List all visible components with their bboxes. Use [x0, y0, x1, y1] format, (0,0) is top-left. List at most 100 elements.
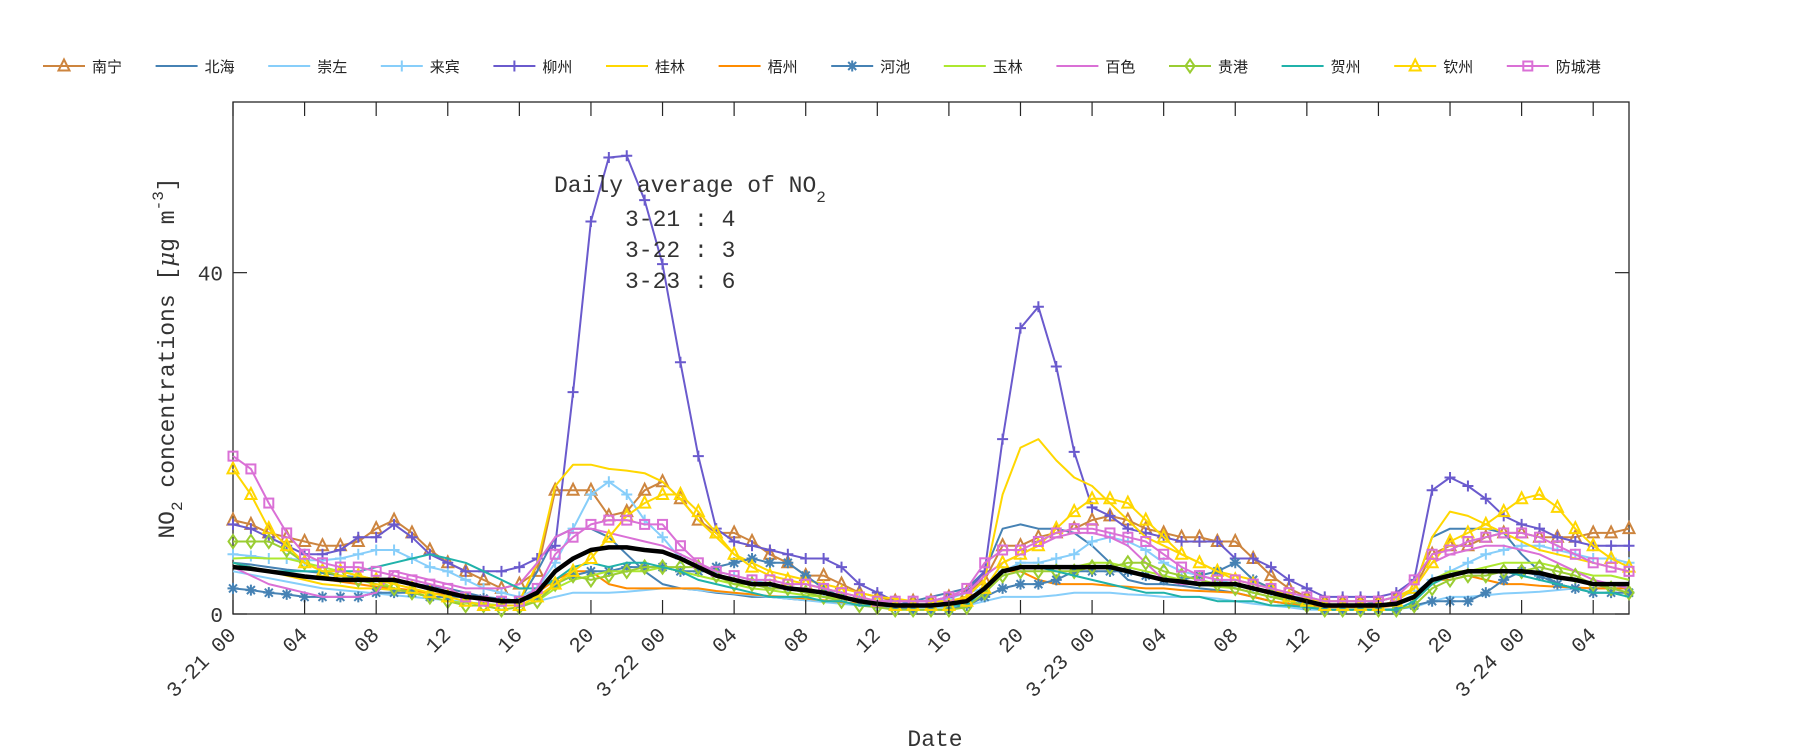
x-tick-label: 20 [995, 625, 1029, 659]
plus-marker [1569, 535, 1581, 547]
triangle-marker [476, 596, 491, 611]
triangle-marker [386, 575, 402, 590]
triangle-marker [548, 575, 563, 590]
triangle-marker [709, 524, 724, 539]
asterisk-marker [1086, 565, 1098, 577]
diamond-marker [388, 580, 400, 597]
legend-item-玉林: 玉林 [943, 58, 1023, 76]
plus-marker [800, 553, 812, 565]
diamond-marker [638, 558, 651, 576]
annotation-line-2: 3-22 : 3 [625, 238, 735, 264]
plus-marker [1247, 553, 1259, 565]
plus-marker [352, 531, 364, 543]
plus-marker [460, 565, 472, 577]
plus-marker [639, 194, 651, 206]
legend-item-桂林: 桂林 [606, 58, 685, 76]
triangle-marker [494, 596, 509, 611]
x-tick-label: 04 [1568, 625, 1602, 659]
triangle-marker [56, 57, 72, 72]
plus-marker [621, 150, 633, 162]
legend-item-梧州: 梧州 [718, 58, 798, 76]
plus-marker [1068, 548, 1080, 560]
x-tick-label: 3-22 00 [593, 625, 672, 704]
plus-marker [227, 518, 239, 530]
legend-label: 百色 [1105, 58, 1135, 76]
triangle-marker [1550, 498, 1565, 513]
diamond-marker [495, 601, 508, 618]
triangle-marker [744, 558, 760, 573]
legend-label: 河池 [880, 58, 910, 76]
asterisk-marker [281, 588, 293, 600]
x-tick-label: 20 [566, 625, 600, 659]
triangle-marker [583, 549, 599, 565]
legend-label: 梧州 [768, 58, 798, 76]
square-marker [585, 518, 597, 530]
square-marker [1516, 527, 1528, 539]
square-marker [1122, 531, 1134, 543]
triangle-marker [1586, 536, 1601, 552]
plus-marker [1086, 535, 1098, 547]
square-marker [316, 557, 328, 569]
legend-item-南宁: 南宁 [43, 57, 122, 76]
diamond-marker [603, 567, 615, 584]
square-marker [1086, 523, 1098, 535]
plus-marker [1480, 548, 1492, 560]
x-axis-label: Date [907, 727, 962, 750]
triangle-marker [243, 485, 259, 501]
asterisk-marker [621, 561, 633, 573]
square-marker [1587, 557, 1599, 569]
plus-marker [388, 544, 400, 556]
triangle-marker [1621, 519, 1637, 535]
triangle-marker [637, 494, 652, 509]
x-tick-label: 12 [423, 625, 457, 659]
asterisk-marker [782, 557, 794, 569]
plus-marker [513, 561, 525, 573]
triangle-marker [1568, 519, 1583, 535]
square-marker [1426, 548, 1438, 560]
square-marker [1522, 60, 1534, 72]
annotation-line-3: 3-23 : 6 [625, 269, 735, 295]
triangle-marker [565, 481, 581, 496]
x-tick-label: 08 [1210, 625, 1244, 659]
x-tick-label: 3-21 00 [163, 625, 242, 704]
plus-marker [997, 433, 1009, 445]
plus-marker [1426, 484, 1438, 496]
triangle-marker [1425, 554, 1440, 569]
plus-marker [1068, 446, 1080, 458]
diamond-marker [621, 563, 633, 580]
triangle-marker [995, 554, 1010, 569]
asterisk-marker [1426, 595, 1438, 607]
square-marker [1032, 535, 1044, 547]
triangle-marker [548, 481, 563, 496]
asterisk-marker [1462, 595, 1474, 607]
square-marker [1605, 561, 1617, 573]
triangle-marker [261, 519, 276, 535]
asterisk-marker [728, 557, 740, 569]
triangle-marker [691, 502, 706, 518]
square-marker [1140, 535, 1152, 547]
square-marker [674, 540, 686, 552]
square-marker [227, 450, 239, 462]
annotation-line-1: 3-21 : 4 [625, 207, 735, 233]
triangle-marker [1031, 536, 1046, 552]
legend-item-百色: 百色 [1056, 58, 1135, 76]
triangle-marker [1102, 490, 1118, 505]
triangle-marker [1192, 554, 1207, 569]
y-tick-label: 40 [198, 265, 223, 288]
square-marker [299, 548, 311, 560]
triangle-marker [1228, 532, 1243, 547]
plus-marker [1211, 535, 1223, 547]
plus-marker [585, 489, 597, 501]
triangle-marker [691, 511, 706, 526]
x-tick-label: 16 [494, 625, 528, 659]
triangle-marker [458, 592, 473, 607]
square-marker [603, 514, 615, 526]
square-marker [1176, 561, 1188, 573]
legend-item-钦州: 钦州 [1394, 57, 1473, 76]
legend-label: 桂林 [655, 58, 685, 76]
asterisk-marker [245, 584, 257, 596]
asterisk-marker [764, 557, 776, 569]
square-marker [370, 565, 382, 577]
triangle-marker [315, 562, 330, 577]
